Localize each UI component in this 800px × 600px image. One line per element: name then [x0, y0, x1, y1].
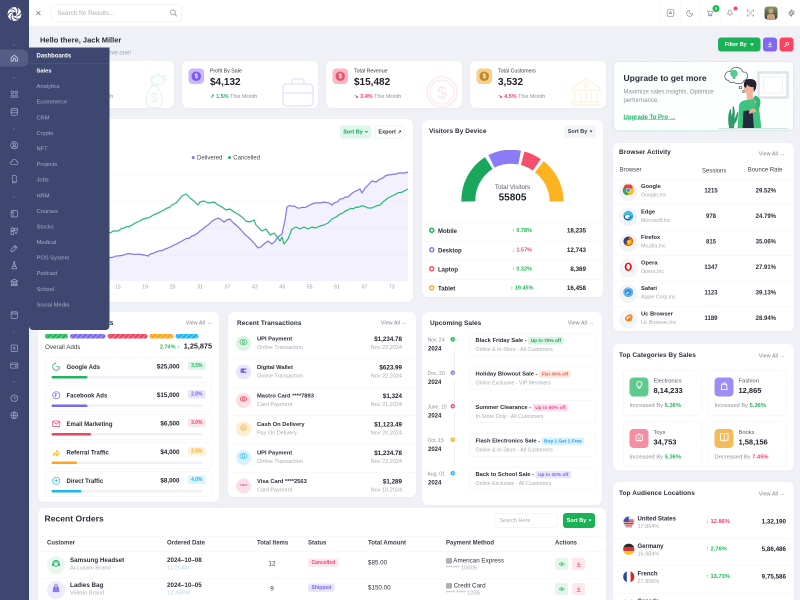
svg-text:$: $: [437, 83, 447, 102]
svg-text:$: $: [242, 426, 245, 430]
svg-text:VISA: VISA: [240, 483, 248, 487]
svg-text:$: $: [150, 90, 158, 105]
